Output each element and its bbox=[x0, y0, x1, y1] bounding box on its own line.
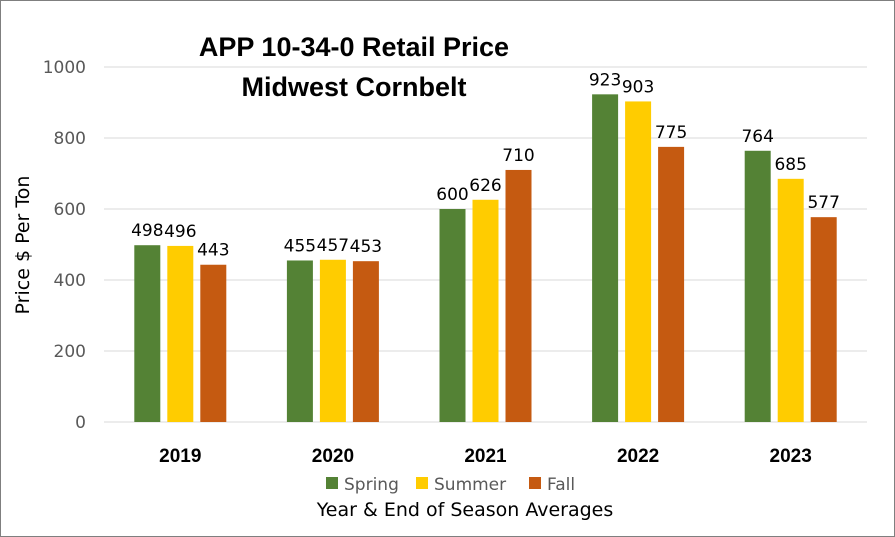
bar-fall-2022 bbox=[658, 146, 685, 422]
data-label-fall-2023: 577 bbox=[807, 193, 839, 213]
data-label-summer-2023: 685 bbox=[774, 155, 806, 175]
data-label-spring-2020: 455 bbox=[284, 236, 316, 256]
data-label-fall-2021: 710 bbox=[502, 146, 534, 166]
legend-label-fall: Fall bbox=[547, 475, 575, 495]
bar-summer-2019 bbox=[167, 245, 194, 422]
data-label-spring-2022: 923 bbox=[589, 70, 621, 90]
chart-title-line-2: Midwest Cornbelt bbox=[241, 72, 466, 102]
chart-title-line-1: APP 10-34-0 Retail Price bbox=[199, 32, 509, 62]
legend: Spring Summer Fall bbox=[326, 475, 575, 495]
bar-fall-2020 bbox=[352, 261, 379, 422]
y-tick-label: 200 bbox=[54, 342, 86, 362]
bar-fall-2023 bbox=[810, 217, 837, 422]
bar-spring-2020 bbox=[286, 260, 313, 422]
data-label-fall-2019: 443 bbox=[197, 241, 229, 261]
y-axis-ticks: 0 200 400 600 800 1000 bbox=[43, 58, 86, 433]
bar-spring-2021 bbox=[439, 209, 466, 422]
y-tick-label: 1000 bbox=[43, 58, 86, 78]
bar-summer-2023 bbox=[777, 178, 804, 422]
bar-spring-2022 bbox=[592, 94, 619, 423]
x-axis-title: Year & End of Season Averages bbox=[316, 499, 614, 521]
bar-fall-2021 bbox=[505, 169, 532, 422]
legend-swatch-fall bbox=[529, 477, 541, 489]
data-label-fall-2022: 775 bbox=[655, 123, 687, 143]
data-label-spring-2019: 498 bbox=[131, 221, 163, 241]
x-tick-label-2022: 2022 bbox=[617, 446, 659, 467]
y-tick-label: 600 bbox=[54, 200, 86, 220]
data-label-summer-2021: 626 bbox=[469, 176, 501, 196]
bar-summer-2022 bbox=[625, 101, 652, 422]
data-label-summer-2019: 496 bbox=[164, 222, 196, 242]
bar-summer-2020 bbox=[319, 259, 346, 422]
legend-swatch-spring bbox=[326, 477, 338, 489]
bar-spring-2019 bbox=[134, 245, 161, 422]
bar-summer-2021 bbox=[472, 199, 499, 422]
y-axis-title: Price $ Per Ton bbox=[12, 176, 34, 315]
x-tick-label-2019: 2019 bbox=[159, 446, 201, 467]
y-tick-label: 800 bbox=[54, 129, 86, 149]
data-label-fall-2020: 453 bbox=[350, 237, 382, 257]
legend-label-spring: Spring bbox=[344, 475, 399, 495]
x-tick-label-2023: 2023 bbox=[770, 446, 812, 467]
bar-spring-2023 bbox=[744, 150, 771, 422]
bar-fall-2019 bbox=[200, 264, 227, 422]
x-tick-label-2021: 2021 bbox=[464, 446, 507, 467]
x-axis-ticks: 2019 2020 2021 2022 2023 bbox=[159, 446, 812, 467]
bars bbox=[134, 94, 837, 423]
y-tick-label: 0 bbox=[75, 413, 86, 433]
data-label-summer-2022: 903 bbox=[622, 77, 654, 97]
x-tick-label-2020: 2020 bbox=[312, 446, 354, 467]
data-label-spring-2023: 764 bbox=[741, 127, 773, 147]
legend-label-summer: Summer bbox=[434, 475, 506, 495]
legend-swatch-summer bbox=[416, 477, 428, 489]
data-label-summer-2020: 457 bbox=[317, 236, 349, 256]
data-label-spring-2021: 600 bbox=[436, 185, 468, 205]
y-tick-label: 400 bbox=[54, 271, 86, 291]
